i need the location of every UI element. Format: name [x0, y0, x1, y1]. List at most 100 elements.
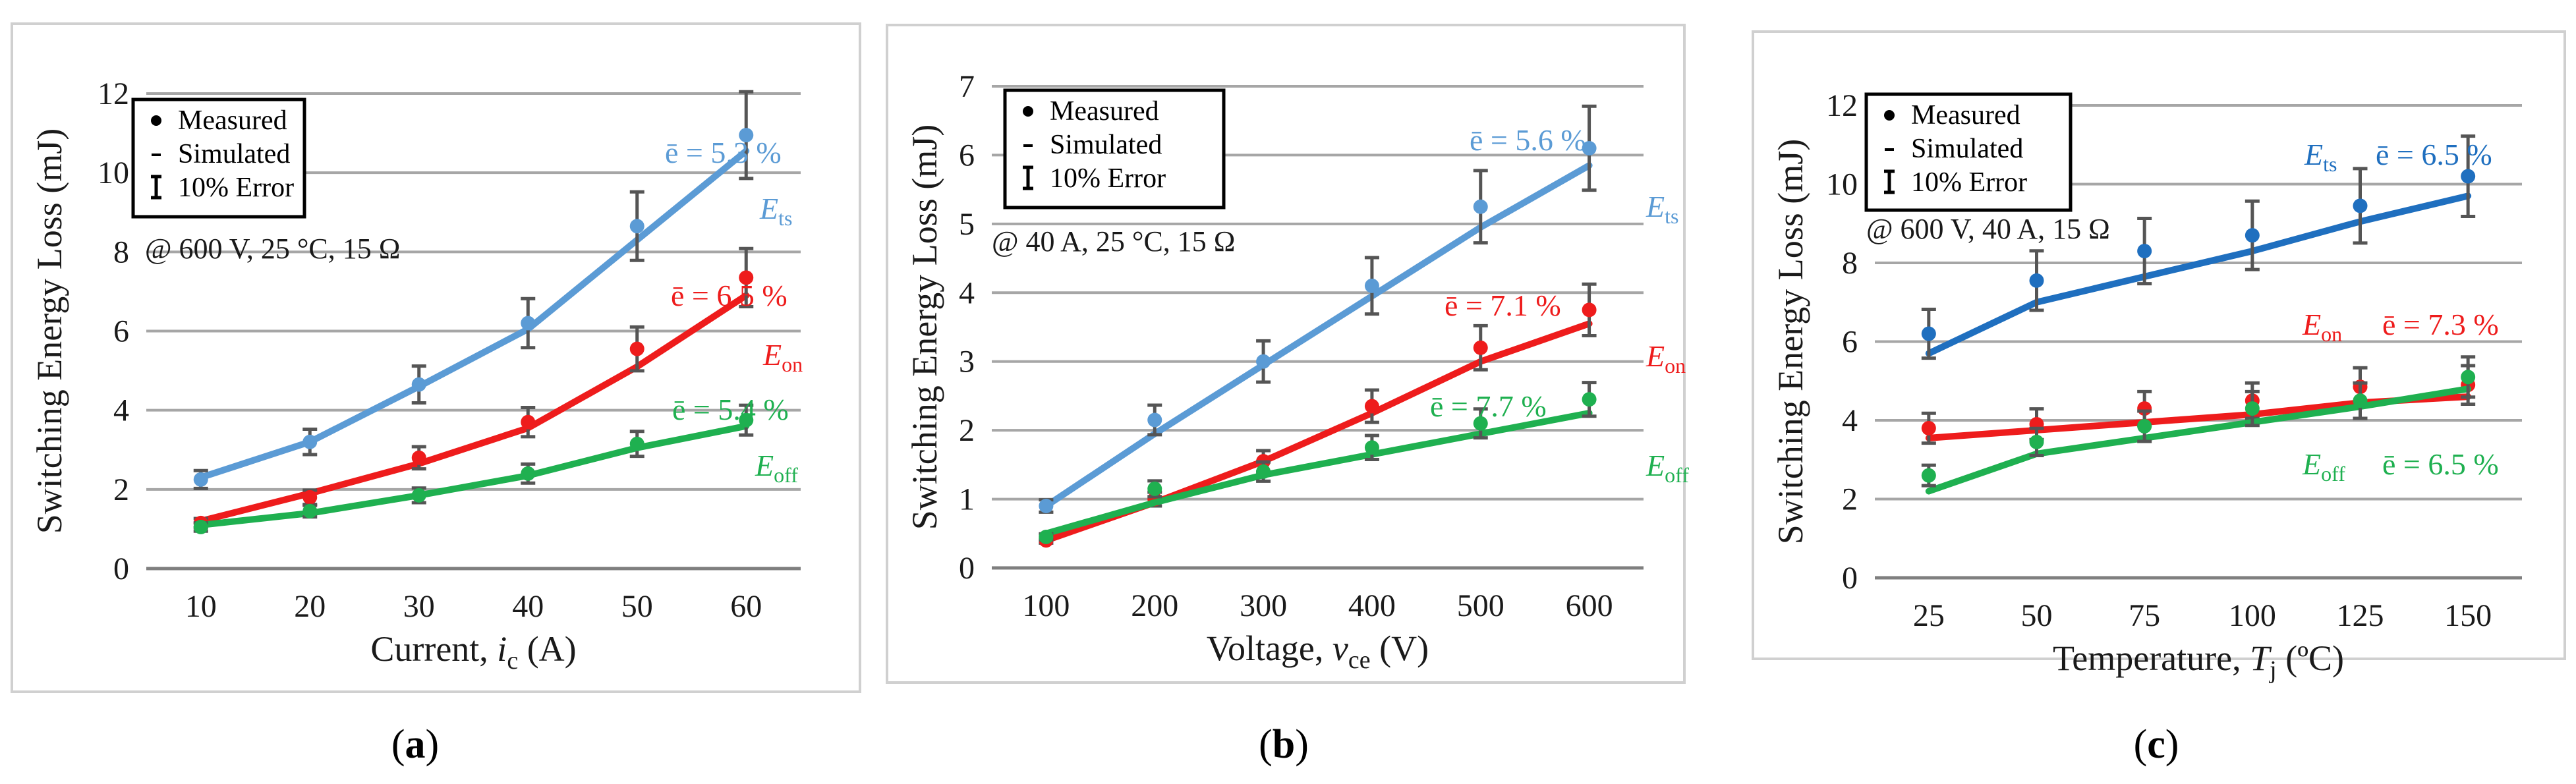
measured-point [521, 414, 536, 430]
series-name-sub: off [774, 463, 798, 487]
legend-measured-marker [1884, 110, 1895, 121]
simulated-line-ets [1925, 192, 2472, 357]
measured-point [739, 128, 754, 143]
x-tick-label: 25 [1913, 598, 1945, 633]
measured-point [2353, 393, 2368, 408]
series-eoff [1039, 381, 1597, 545]
panel-caption-close: ) [1295, 722, 1309, 767]
y-axis-label: Switching Energy Loss (mJ) [905, 125, 944, 530]
legend-measured-label: Measured [178, 105, 287, 136]
measured-point [1256, 354, 1271, 369]
simulated-line-eoff [1925, 385, 2472, 495]
measured-point [2245, 401, 2260, 416]
measured-point [1921, 326, 1936, 341]
measured-point [629, 436, 644, 451]
panel-caption-letter: b [1273, 722, 1295, 767]
x-tick-label: 75 [2129, 598, 2160, 633]
x-axis-label-text: Temperature, [2053, 638, 2250, 678]
legend-box [1864, 92, 2073, 212]
y-tick-label: 10 [98, 155, 129, 190]
series-name-sub: on [2321, 322, 2342, 346]
legend-simulated-label: Simulated [1050, 130, 1162, 160]
series-error-label: ē = 7.1 % [1445, 289, 1561, 322]
legend-measured-label: Measured [1050, 96, 1159, 126]
y-tick-label: 6 [113, 314, 129, 349]
measured-point [739, 270, 754, 285]
y-tick-label: 0 [1842, 561, 1858, 596]
legend-box [1003, 88, 1226, 210]
panel-caption: (b) [1259, 722, 1309, 767]
x-tick-label: 50 [621, 589, 653, 624]
simulated-line-eoff [197, 422, 750, 528]
series-name-sub: ts [778, 206, 792, 230]
y-tick-label: 10 [1826, 167, 1858, 202]
x-axis-label-var: v [1332, 629, 1348, 668]
series-name-main: E [2304, 138, 2323, 171]
series-name-sub: ts [1665, 204, 1678, 228]
measured-point [2029, 273, 2044, 288]
series-eoff [193, 403, 754, 534]
series-error-label: ē = 7.3 % [2382, 308, 2499, 341]
x-tick-label: 500 [1457, 588, 1504, 623]
legend-measured-marker [1023, 106, 1033, 117]
measured-point [2461, 169, 2476, 184]
y-tick-label: 12 [98, 76, 129, 111]
series-name-label: Eoff [2302, 447, 2345, 486]
test-condition-label: @ 600 V, 40 A, 15 Ω [1866, 213, 2110, 245]
y-tick-label: 0 [113, 551, 129, 586]
simulated-line-eoff [1043, 410, 1593, 537]
series-name-sub: on [782, 352, 803, 376]
series-ets [1921, 134, 2476, 360]
test-condition-label: @ 40 A, 25 °C, 15 Ω [992, 225, 1236, 258]
y-tick-label: 4 [113, 393, 129, 428]
legend-simulated-label: Simulated [178, 139, 290, 169]
measured-point [1147, 481, 1162, 496]
x-axis-label-unit: (A) [518, 629, 576, 669]
measured-point [1921, 420, 1936, 435]
x-axis-label: Temperature, Tj (ºC) [2053, 638, 2344, 684]
y-tick-label: 4 [1842, 403, 1858, 438]
x-tick-label: 300 [1240, 588, 1287, 623]
y-tick-label: 6 [1842, 325, 1858, 360]
panel-caption-close: ) [2165, 722, 2179, 767]
y-tick-label: 6 [959, 138, 975, 173]
x-tick-label: 400 [1348, 588, 1396, 623]
x-axis-label: Voltage, vce (V) [1207, 629, 1429, 674]
legend-error-label: 10% Error [178, 173, 294, 203]
x-tick-label: 100 [1022, 588, 1070, 623]
measured-point [1582, 140, 1597, 155]
measured-point [411, 377, 426, 392]
series-name-label: Eoff [755, 449, 798, 487]
series-name-sub: off [2321, 462, 2345, 486]
measured-point [2461, 370, 2476, 385]
measured-point [1364, 278, 1379, 293]
y-axis-label: Switching Energy Loss (mJ) [30, 128, 69, 534]
simulated-line-ets [197, 148, 750, 481]
series-error-label: ē = 6.5 % [2376, 138, 2492, 171]
measured-point [2353, 198, 2368, 213]
x-axis-label-sub: c [507, 647, 518, 675]
series-name-main: E [762, 338, 782, 372]
x-tick-label: 125 [2337, 598, 2384, 633]
panel-caption: (a) [391, 722, 439, 767]
series-error-label: ē = 5.4 % [672, 393, 789, 426]
chart-panel-b: 0 1 2 3 4 5 6 7 100 200 300 400 500 600 Switching Ener… [886, 24, 1689, 684]
series-name-label: Eon [1646, 339, 1686, 378]
series-name-sub: on [1665, 354, 1686, 378]
legend-measured-label: Measured [1911, 100, 2020, 130]
panel-caption-open: ( [2134, 722, 2148, 767]
measured-point [1256, 464, 1271, 479]
measured-point [193, 472, 208, 487]
measured-point [521, 316, 536, 331]
panel-caption: (c) [2134, 722, 2179, 767]
series-name-label: Eon [762, 338, 803, 376]
measured-point [1147, 412, 1162, 428]
measured-point [1473, 416, 1488, 431]
measured-point [739, 412, 754, 428]
test-condition-label: @ 600 V, 25 °C, 15 Ω [145, 233, 400, 265]
y-tick-label: 7 [959, 69, 975, 104]
x-axis-label-unit: (ºC) [2277, 638, 2344, 678]
